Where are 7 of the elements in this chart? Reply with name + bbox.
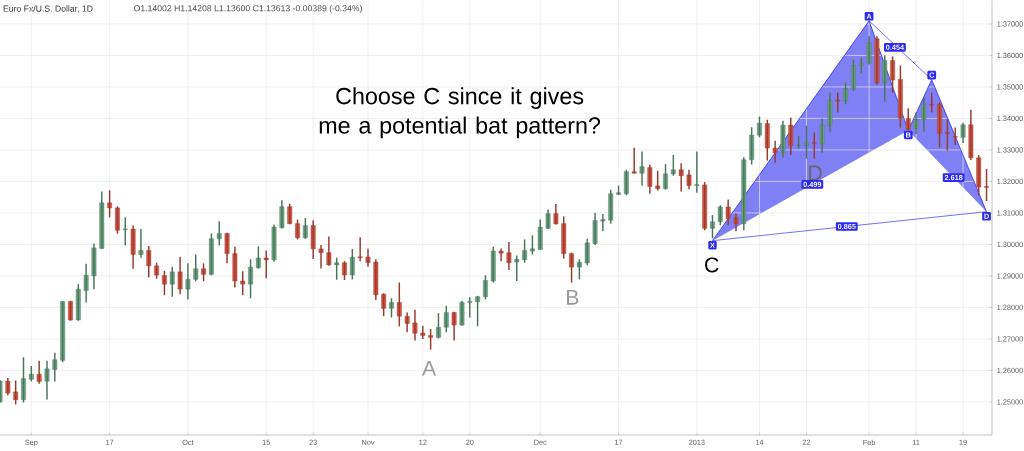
text: O1.14002 H1.14208 L1.13600 C1.13613 -0.00389 (-0.34%) (134, 4, 362, 14)
annotation: B (566, 290, 579, 305)
annotation: Choose C since it gives me a potential bat pattern? (319, 87, 601, 139)
chart-title: Euro Fx/U.S. Dollar, 1D (3, 5, 93, 13)
annotation: C (705, 257, 719, 273)
annotation: A (421, 360, 437, 376)
annotation: D (809, 165, 822, 181)
